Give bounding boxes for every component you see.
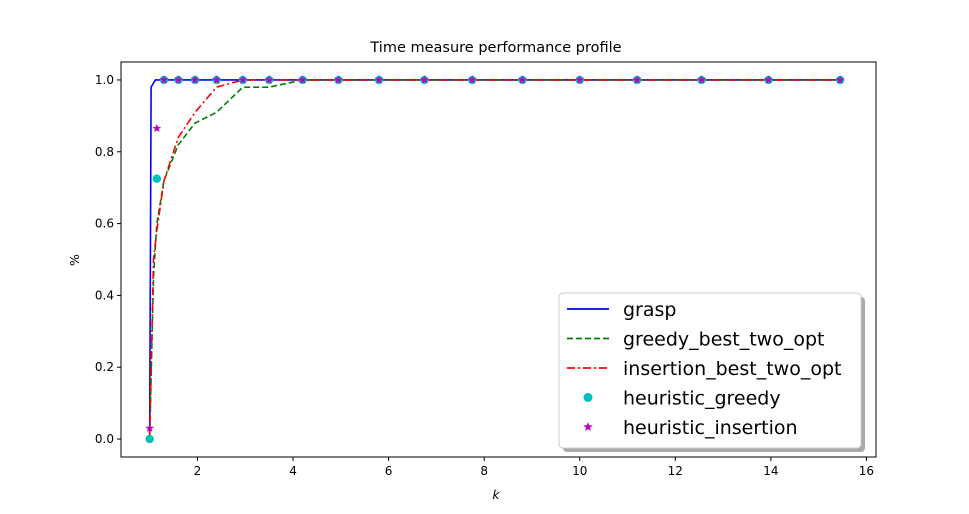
x-tick-label: 8	[480, 464, 488, 478]
plot-frame	[120, 61, 877, 458]
marker-heuristic-greedy	[145, 434, 154, 444]
y-tick-label: 0.6	[95, 217, 114, 231]
marker-heuristic-insertion	[190, 75, 200, 84]
legend-label-insertion-best-two-opt: insertion_best_two_opt	[623, 358, 841, 380]
marker-heuristic-insertion	[697, 75, 706, 84]
legend-box	[558, 292, 862, 449]
x-axis: 2 4 6 8 10 12 14 16	[194, 457, 874, 478]
marker-heuristic-insertion	[420, 75, 429, 84]
legend-label-greedy-best-two-opt: greedy_best_two_opt	[623, 329, 825, 351]
marker-heuristic-insertion	[298, 75, 307, 84]
y-tick-label: 0.8	[95, 145, 114, 159]
x-tick-label: 16	[859, 464, 874, 478]
series-line-greedy-best-two-opt	[148, 79, 841, 440]
marker-heuristic-insertion	[575, 75, 585, 84]
marker-heuristic-insertion	[518, 75, 527, 84]
legend-label-grasp: grasp	[623, 299, 676, 321]
x-tick-label: 6	[385, 464, 393, 478]
marker-heuristic-insertion	[238, 75, 248, 84]
x-axis-label: k	[492, 487, 500, 502]
marker-heuristic-insertion	[835, 75, 845, 84]
y-tick-label: 1.0	[95, 73, 114, 87]
y-tick-label: 0.2	[95, 360, 114, 374]
marker-heuristic-insertion	[264, 75, 274, 84]
x-tick-label: 2	[194, 464, 202, 478]
series-line-insertion-best-two-opt	[148, 79, 841, 440]
legend: grasp greedy_best_two_opt insertion_best_t…	[558, 292, 865, 452]
marker-heuristic-greedy	[152, 174, 162, 183]
marker-heuristic-insertion	[632, 75, 642, 84]
chart-title: Time measure performance profile	[369, 40, 621, 56]
legend-swatch-heuristic-insertion	[583, 422, 593, 432]
legend-label-heuristic-greedy: heuristic_greedy	[623, 388, 781, 410]
marker-heuristic-insertion	[374, 75, 384, 84]
marker-heuristic-insertion	[173, 75, 183, 84]
y-axis-label: %	[67, 254, 82, 266]
y-tick-label: 0.4	[95, 288, 114, 302]
series-layer	[145, 75, 845, 444]
y-axis: 0.0 0.2 0.4 0.6 0.8 1.0	[95, 73, 121, 446]
x-tick-label: 4	[289, 464, 297, 478]
marker-heuristic-insertion	[145, 423, 155, 432]
x-tick-label: 14	[763, 464, 778, 478]
marker-heuristic-insertion	[212, 75, 221, 84]
y-tick-label: 0.0	[95, 432, 114, 446]
marker-heuristic-insertion	[159, 75, 169, 84]
marker-heuristic-insertion	[152, 123, 162, 133]
marker-heuristic-insertion	[334, 75, 343, 84]
plot-area	[145, 75, 845, 444]
x-tick-label: 12	[668, 464, 683, 478]
x-tick-label: 10	[572, 464, 587, 478]
marker-heuristic-insertion	[467, 75, 477, 84]
marker-heuristic-insertion	[764, 75, 773, 84]
legend-label-heuristic-insertion: heuristic_insertion	[623, 417, 798, 439]
legend-swatch-heuristic-greedy	[583, 393, 593, 402]
